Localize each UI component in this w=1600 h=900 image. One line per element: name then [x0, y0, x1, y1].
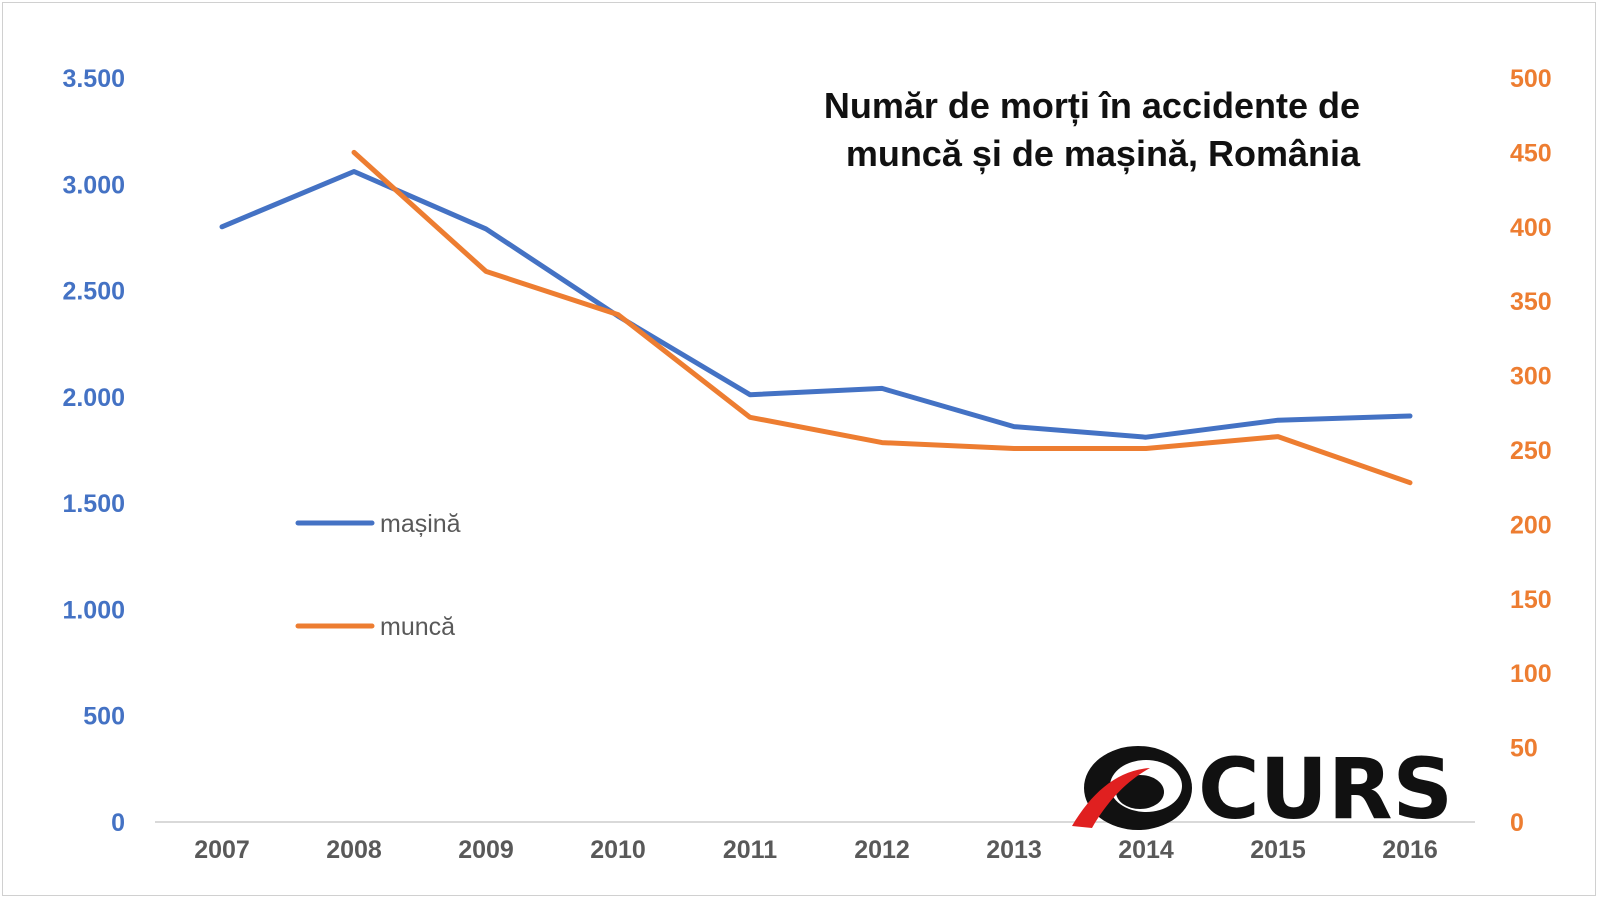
x-axis-tick-label: 2013: [986, 836, 1042, 864]
series-line-masina: [219, 169, 1413, 440]
x-axis-tick-label: 2014: [1118, 836, 1174, 864]
right-axis-tick-label: 350: [1510, 288, 1552, 316]
chart-title-line-2: muncă și de mașină, România: [846, 133, 1361, 174]
series-line-munca: [351, 149, 1413, 486]
right-axis-ticks: 0 50 100 150 200 250 300 350 400 450 500: [1510, 65, 1552, 837]
x-axis-tick-label: 2008: [326, 836, 382, 864]
series-lines: [219, 149, 1413, 486]
left-axis-tick-label: 2.000: [62, 384, 125, 412]
right-axis-tick-label: 100: [1510, 660, 1552, 688]
left-axis-tick-label: 1.000: [62, 596, 125, 624]
x-axis-tick-label: 2009: [458, 836, 514, 864]
x-axis-tick-label: 2016: [1382, 836, 1438, 864]
right-axis-tick-label: 200: [1510, 511, 1552, 539]
right-axis-tick-label: 400: [1510, 214, 1552, 242]
left-axis-tick-label: 3.500: [62, 65, 125, 93]
right-axis-tick-label: 0: [1510, 809, 1524, 837]
left-axis-ticks: 0 500 1.000 1.500 2.000 2.500 3.000 3.500: [62, 65, 125, 837]
left-axis-tick-label: 0: [111, 809, 125, 837]
right-axis-tick-label: 150: [1510, 586, 1552, 614]
x-axis-tick-label: 2007: [194, 836, 250, 864]
logo-swoosh-icon: [1072, 768, 1150, 828]
left-axis-tick-label: 3.000: [62, 171, 125, 199]
x-axis-ticks: 2007 2008 2009 2010 2011 2012 2013 2014 2015 2016: [194, 836, 1438, 864]
chart-title: Număr de morți în accidente de muncă și …: [824, 85, 1361, 174]
logo-text: CURS: [1198, 740, 1453, 838]
right-axis-tick-label: 300: [1510, 363, 1552, 391]
right-axis-tick-label: 50: [1510, 735, 1538, 763]
x-axis-tick-label: 2012: [854, 836, 910, 864]
left-axis-tick-label: 1.500: [62, 490, 125, 518]
chart-title-line-1: Număr de morți în accidente de: [824, 85, 1360, 127]
legend-label-masina: mașină: [380, 510, 461, 538]
right-axis-tick-label: 250: [1510, 437, 1552, 465]
right-axis-tick-label: 450: [1510, 139, 1552, 167]
x-axis-tick-label: 2010: [590, 836, 646, 864]
legend-label-munca: muncă: [380, 613, 455, 641]
right-axis-tick-label: 500: [1510, 65, 1552, 93]
curs-logo: CURS: [1072, 740, 1453, 838]
legend: mașină muncă: [295, 510, 461, 641]
left-axis-tick-label: 500: [83, 703, 125, 731]
x-axis-tick-label: 2015: [1250, 836, 1306, 864]
left-axis-tick-label: 2.500: [62, 278, 125, 306]
x-axis-tick-label: 2011: [723, 836, 777, 864]
logo-ring-core: [1116, 775, 1164, 809]
